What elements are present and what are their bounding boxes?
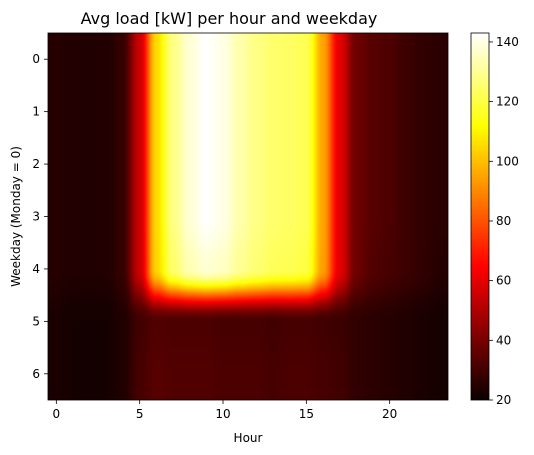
y-tick-label: 0 bbox=[32, 52, 40, 66]
x-tick-label: 0 bbox=[53, 407, 61, 421]
x-tick-label: 10 bbox=[215, 407, 230, 421]
colorbar-tick-label: 20 bbox=[496, 393, 511, 407]
y-tick-label: 2 bbox=[32, 157, 40, 171]
colorbar bbox=[470, 32, 490, 401]
y-axis-label: Weekday (Monday = 0) bbox=[9, 146, 23, 287]
heatmap-image bbox=[48, 33, 448, 400]
colorbar-axis: 20 40 60 80 100 120 140 bbox=[489, 35, 519, 407]
x-tick-label: 20 bbox=[382, 407, 397, 421]
chart-title: Avg load [kW] per hour and weekday bbox=[81, 9, 378, 28]
x-axis: 0 5 10 15 20 bbox=[53, 400, 397, 421]
x-tick-label: 15 bbox=[299, 407, 314, 421]
y-tick-label: 3 bbox=[32, 210, 40, 224]
colorbar-tick-label: 80 bbox=[496, 214, 511, 228]
x-tick-label: 5 bbox=[136, 407, 144, 421]
colorbar-tick-label: 100 bbox=[496, 154, 519, 168]
y-tick-label: 4 bbox=[32, 262, 40, 276]
y-tick-label: 6 bbox=[32, 367, 40, 381]
x-axis-label: Hour bbox=[234, 431, 263, 445]
colorbar-tick-label: 120 bbox=[496, 95, 519, 109]
y-tick-label: 1 bbox=[32, 105, 40, 119]
colorbar-tick-label: 40 bbox=[496, 333, 511, 347]
y-tick-label: 5 bbox=[32, 314, 40, 328]
y-axis: 0 1 2 3 4 5 6 bbox=[32, 52, 48, 381]
colorbar-tick-label: 140 bbox=[496, 35, 519, 49]
colorbar-tick-label: 60 bbox=[496, 274, 511, 288]
